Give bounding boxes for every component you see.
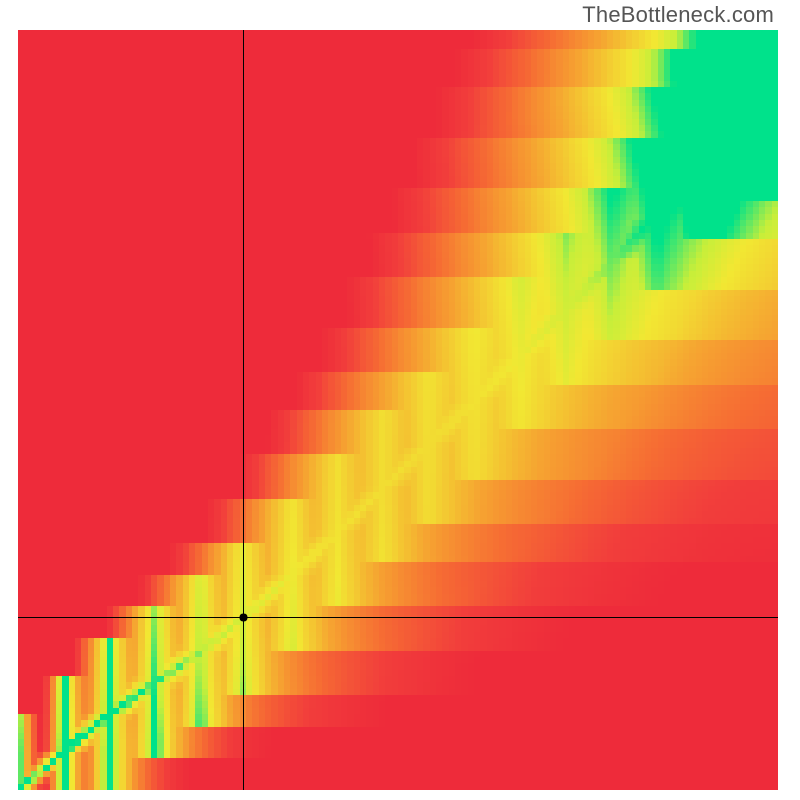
heatmap-plot xyxy=(18,30,778,790)
figure-container: { "watermark": { "text": "TheBottleneck.… xyxy=(0,0,800,800)
heatmap-canvas xyxy=(18,30,778,790)
watermark-text: TheBottleneck.com xyxy=(582,2,774,28)
